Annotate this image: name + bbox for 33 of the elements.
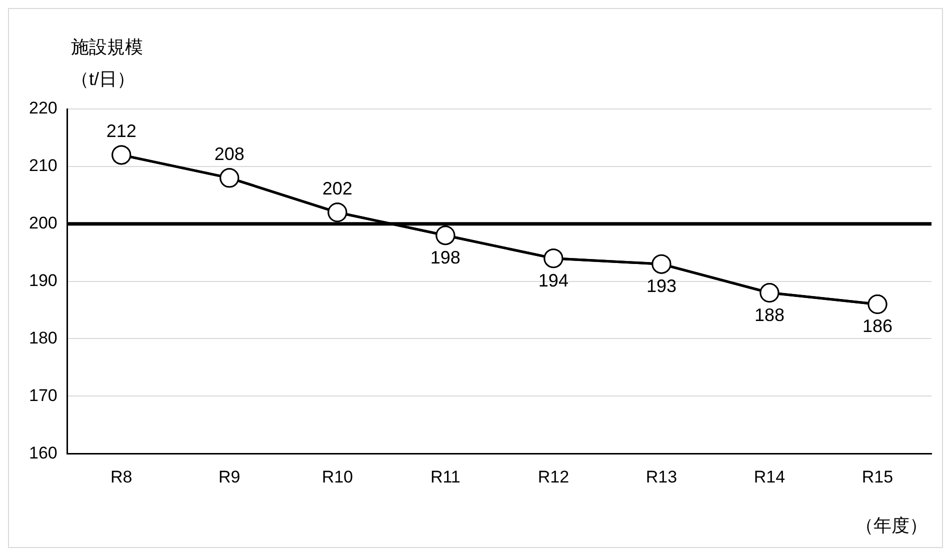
- y-tick-label: 200: [28, 214, 58, 233]
- data-label: 194: [538, 270, 568, 290]
- x-axis-title: （年度）: [856, 516, 928, 536]
- point: [760, 283, 780, 303]
- x-tick-label: R10: [322, 467, 353, 486]
- data-label: 186: [862, 316, 893, 336]
- data-label: 188: [754, 304, 784, 325]
- point: [328, 202, 348, 222]
- y-tick-label: 210: [28, 156, 58, 176]
- x-tick-label: R8: [110, 467, 132, 486]
- x-tick-label: R11: [430, 467, 460, 486]
- point: [868, 294, 888, 314]
- y-tick-label: 160: [28, 443, 58, 462]
- point: [544, 248, 564, 268]
- data-label: 212: [106, 120, 136, 141]
- data-label: 198: [430, 247, 460, 268]
- point: [436, 226, 456, 246]
- point: [652, 254, 672, 274]
- point: [112, 145, 132, 165]
- y-tick-label: 220: [28, 98, 58, 118]
- y-tick-label: 180: [28, 328, 58, 348]
- y-axis-title: 施設規模（t/日）: [71, 36, 144, 91]
- point: [220, 168, 240, 188]
- data-label: 202: [322, 178, 352, 198]
- x-tick-label: R9: [218, 467, 240, 486]
- x-tick-label: R15: [862, 467, 894, 486]
- x-tick-label: R13: [646, 467, 678, 486]
- data-label: 193: [646, 276, 676, 296]
- y-tick-label: 170: [28, 386, 58, 405]
- x-tick-label: R12: [538, 467, 570, 486]
- data-label: 208: [214, 144, 244, 164]
- y-tick-label: 190: [28, 270, 58, 290]
- x-tick-label: R14: [754, 467, 786, 486]
